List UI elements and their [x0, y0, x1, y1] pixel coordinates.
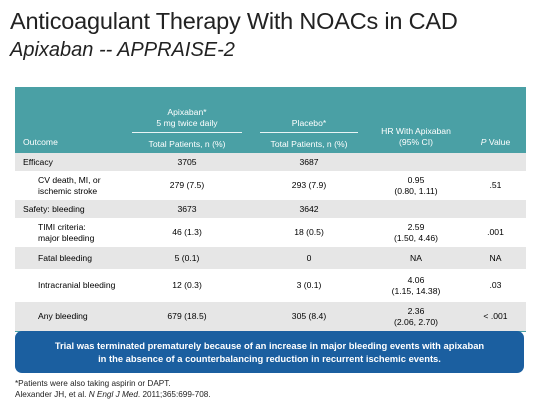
table-row: Intracranial bleeding 12 (0.3) 3 (0.1) 4…: [15, 269, 526, 302]
reference-journal: N Engl J Med: [88, 390, 138, 399]
header-hr: HR With Apixaban (95% CI): [367, 87, 465, 153]
cell-hr-value: 2.59: [407, 221, 425, 232]
cell-p: NA: [465, 247, 526, 269]
cell-apixaban: 12 (0.3): [123, 269, 251, 302]
cell-p: .03: [465, 269, 526, 302]
table-row: Fatal bleeding 5 (0.1) 0 NA NA: [15, 247, 526, 269]
row-label: Efficacy: [15, 153, 123, 171]
cell-p: [465, 200, 526, 218]
row-label: Fatal bleeding: [15, 247, 123, 269]
slide-title: Anticoagulant Therapy With NOACs in CAD: [10, 8, 458, 34]
callout-line1: Trial was terminated prematurely because…: [54, 340, 485, 351]
row-label: Intracranial bleeding: [15, 269, 123, 302]
cell-hr: [367, 200, 465, 218]
row-label-line1: CV death, MI, or: [38, 174, 101, 185]
cell-hr-ci: (2.06, 2.70): [394, 316, 438, 327]
table-header-row: Outcome Apixaban* 5 mg twice daily Place…: [15, 87, 526, 153]
row-label: Safety: bleeding: [15, 200, 123, 218]
cell-p: [465, 153, 526, 171]
cell-hr-value: 2.36: [407, 305, 425, 316]
cell-placebo: 305 (8.4): [251, 302, 367, 332]
cell-p: .51: [465, 171, 526, 200]
subheader-placebo: Total Patients, n (%): [251, 135, 367, 153]
table-row: TIMI criteria: major bleeding 46 (1.3) 18…: [15, 218, 526, 247]
cell-apixaban: 279 (7.5): [123, 171, 251, 200]
cell-hr: 2.36 (2.06, 2.70): [367, 302, 465, 332]
cell-apixaban: 679 (18.5): [123, 302, 251, 332]
header-p-rest: Value: [486, 137, 511, 147]
cell-hr: [367, 153, 465, 171]
cell-placebo: 3 (0.1): [251, 269, 367, 302]
cell-hr: 2.59 (1.50, 4.46): [367, 218, 465, 247]
header-placebo: Placebo*: [251, 87, 367, 135]
cell-hr: 0.95 (0.80, 1.11): [367, 171, 465, 200]
header-apixaban-line2: 5 mg twice daily: [156, 118, 218, 128]
header-p-italic: P: [480, 137, 487, 147]
footnote-patients: *Patients were also taking aspirin or DA…: [15, 379, 171, 388]
row-label-line1: TIMI criteria:: [38, 221, 86, 232]
cell-apixaban: 5 (0.1): [123, 247, 251, 269]
cell-hr-value: 0.95: [407, 174, 425, 185]
header-hr-line1: HR With Apixaban: [381, 126, 451, 136]
reference-citation: . 2011;365:699-708.: [137, 390, 211, 399]
cell-hr-ci: (1.50, 4.46): [394, 232, 438, 243]
cell-p: < .001: [465, 302, 526, 332]
table-row: Any bleeding 679 (18.5) 305 (8.4) 2.36 (2…: [15, 302, 526, 332]
callout-line2: in the absence of a counterbalancing red…: [98, 353, 441, 364]
header-p-value: P Value: [465, 87, 526, 153]
cell-hr-ci: (1.15, 14.38): [391, 285, 441, 296]
table-row: Safety: bleeding 3673 3642: [15, 200, 526, 218]
row-label: TIMI criteria: major bleeding: [15, 218, 123, 247]
cell-hr: NA: [367, 247, 465, 269]
header-outcome: Outcome: [15, 87, 123, 153]
cell-hr-ci: (0.80, 1.11): [394, 185, 438, 196]
header-placebo-label: Placebo*: [260, 118, 358, 133]
subheader-apixaban: Total Patients, n (%): [123, 135, 251, 153]
row-label: Any bleeding: [15, 302, 123, 332]
cell-apixaban: 3673: [123, 200, 251, 218]
cell-placebo: 293 (7.9): [251, 171, 367, 200]
cell-hr: 4.06 (1.15, 14.38): [367, 269, 465, 302]
cell-placebo: 3687: [251, 153, 367, 171]
cell-p: .001: [465, 218, 526, 247]
table-row: CV death, MI, or ischemic stroke 279 (7.5…: [15, 171, 526, 200]
cell-placebo: 18 (0.5): [251, 218, 367, 247]
cell-hr-value: 4.06: [407, 274, 425, 285]
table-row: Efficacy 3705 3687: [15, 153, 526, 171]
cell-placebo: 0: [251, 247, 367, 269]
row-label-line2: major bleeding: [38, 232, 95, 243]
cell-apixaban: 46 (1.3): [123, 218, 251, 247]
header-apixaban-line1: Apixaban*: [167, 107, 207, 117]
cell-placebo: 3642: [251, 200, 367, 218]
reference-authors: Alexander JH, et al.: [15, 390, 89, 399]
header-hr-line2: (95% CI): [399, 137, 433, 147]
header-apixaban: Apixaban* 5 mg twice daily: [123, 87, 251, 135]
row-label-line2: ischemic stroke: [38, 185, 98, 196]
results-table: Outcome Apixaban* 5 mg twice daily Place…: [15, 87, 526, 332]
slide-subtitle: Apixaban -- APPRAISE-2: [10, 39, 235, 61]
footnote-reference: Alexander JH, et al. N Engl J Med. 2011;…: [15, 390, 211, 399]
cell-apixaban: 3705: [123, 153, 251, 171]
table-subheader-row: Total Patients, n (%) Total Patients, n …: [15, 135, 526, 153]
row-label: CV death, MI, or ischemic stroke: [15, 171, 123, 200]
conclusion-callout: Trial was terminated prematurely because…: [15, 331, 524, 373]
